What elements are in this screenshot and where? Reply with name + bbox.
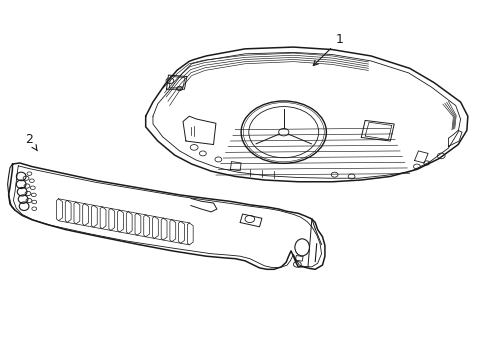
Text: 1: 1 <box>313 33 343 66</box>
Text: 2: 2 <box>25 133 37 151</box>
